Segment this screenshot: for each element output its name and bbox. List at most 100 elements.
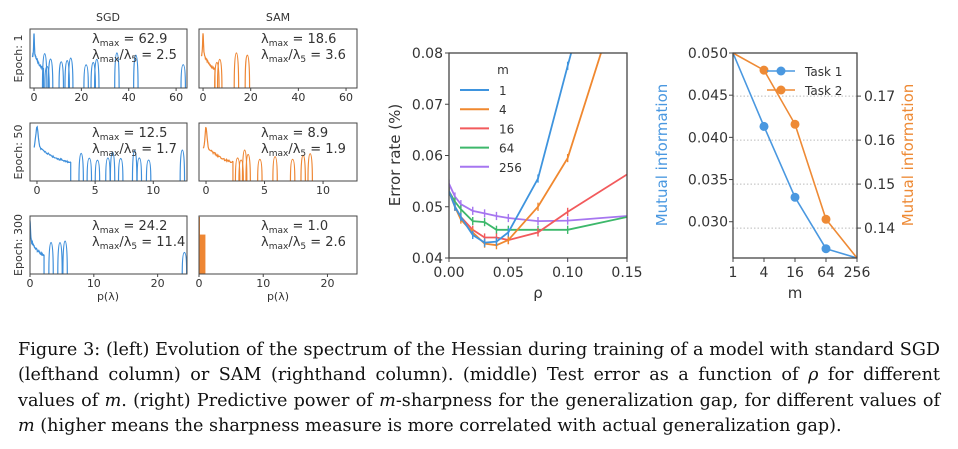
y-tick-label-right: 0.15: [864, 177, 895, 193]
caption-segment: -sharpness for the generalization gap, f…: [395, 390, 940, 411]
subplot-frame: [29, 28, 188, 89]
spectrum-outlier: [58, 61, 65, 89]
spectrum-outlier: [131, 150, 138, 182]
series-line-m256: [449, 183, 627, 223]
spectrum-outlier: [216, 58, 223, 89]
lambda-max-annotation: λmax = 8.9: [261, 126, 328, 143]
column-title-sgd: SGD: [96, 11, 120, 24]
spectrum-outlier: [93, 58, 100, 89]
lambda-ratio-annotation: λmax/λ5 = 2.6: [261, 235, 346, 252]
lambda-ratio-annotation: λmax/λ5 = 11.4: [92, 235, 185, 252]
caption-segment: ρ: [808, 365, 819, 386]
x-tick-label: 10: [146, 184, 160, 197]
spectrum-sgd-row3: [29, 220, 188, 275]
x-tick-label: 0.10: [552, 265, 583, 281]
legend-label-m256: 256: [499, 161, 522, 175]
lambda-ratio-annotation: λmax/λ5 = 1.9: [261, 142, 346, 159]
spectrum-outlier: [272, 156, 278, 182]
y-tick-label: 0.04: [412, 251, 443, 267]
subplot-frame: [198, 122, 358, 182]
figure-caption: Figure 3: (left) Evolution of the spectr…: [18, 338, 940, 439]
spectrum-outlier: [78, 152, 84, 182]
spectrum-outlier: [47, 58, 54, 89]
spectrum-outlier: [114, 52, 120, 89]
x-axis-label: ρ: [533, 284, 543, 302]
x-tick-label: 0: [200, 91, 207, 104]
x-tick-label: 1: [729, 265, 738, 281]
spectrum-outlier: [181, 251, 188, 275]
spectrum-outlier: [307, 153, 313, 182]
legend-label-m64: 64: [499, 142, 514, 156]
legend-label-m16: 16: [499, 122, 514, 136]
spectrum-outlier: [86, 157, 93, 182]
error-rate-plot: [449, 53, 627, 250]
x-tick-label: 5: [92, 184, 99, 197]
x-tick-label: 0: [196, 277, 203, 290]
caption-segment: . (right) Predictive power of: [121, 390, 380, 411]
x-tick-label: 0: [27, 277, 34, 290]
y-tick-label-right: 0.17: [864, 89, 895, 105]
x-tick-label: 0: [203, 184, 210, 197]
spectrum-outlier: [133, 54, 139, 89]
spectrum-bulk: [29, 220, 45, 274]
legend-title: m: [497, 63, 509, 77]
series-line-m1: [449, 53, 573, 244]
y-axis-label-left: Mutual information: [653, 84, 671, 227]
x-tick-label: 40: [122, 91, 136, 104]
y-axis-label-right: Mutual information: [899, 84, 917, 227]
row-label: Epoch: 50: [12, 125, 25, 180]
x-tick-label: 10: [87, 277, 101, 290]
y-tick-label: 0.08: [412, 46, 443, 62]
column-title-sam: SAM: [266, 11, 290, 24]
caption-segment: Figure 3: (left) Evolution of the spectr…: [18, 340, 940, 386]
caption-segment: (higher means the sharpness measure is m…: [34, 415, 842, 436]
subplot-frame: [29, 122, 188, 182]
spectrum-outlier: [179, 149, 186, 182]
x-tick-label: 20: [151, 277, 165, 290]
x-tick-label: 20: [74, 91, 88, 104]
lambda-max-annotation: λmax = 24.2: [92, 219, 167, 236]
spectrum-outlier: [83, 64, 89, 89]
spectrum-sgd-row1: [31, 33, 187, 89]
spectrum-outlier: [233, 52, 240, 89]
y-tick-label-right: 0.14: [864, 221, 895, 237]
x-tick-label: 0: [31, 91, 38, 104]
legend-label: Task 2: [804, 84, 842, 98]
subplot-frame: [198, 215, 358, 275]
data-point: [759, 65, 769, 75]
row-label: Epoch: 300: [12, 214, 25, 276]
x-tick-label: 40: [291, 91, 305, 104]
data-point: [790, 192, 800, 202]
spectrum-outlier: [94, 159, 101, 182]
x-tick-label: 4: [760, 265, 769, 281]
spectrum-outlier: [244, 54, 251, 89]
x-tick-label: 5: [261, 184, 268, 197]
caption-segment: m: [18, 415, 35, 436]
spectrum-outlier: [238, 159, 244, 182]
data-point: [821, 214, 831, 224]
y-axis-label: Error rate (%): [386, 104, 404, 207]
legend-label: Task 1: [804, 65, 842, 79]
spectrum-bulk: [199, 234, 206, 274]
caption-segment: m: [104, 390, 122, 411]
spectrum-sgd-row2: [33, 125, 186, 182]
y-tick-label-left: 0.050: [688, 46, 728, 62]
y-tick-label-right: 0.16: [864, 133, 895, 149]
x-tick-label: 16: [786, 265, 804, 281]
x-axis-label-sgd: p(λ): [97, 290, 119, 303]
spectrum-bulk: [31, 33, 45, 88]
subplot-frame: [29, 215, 188, 275]
y-tick-label-left: 0.045: [688, 88, 728, 104]
legend-label-m1: 1: [499, 84, 507, 98]
spectrum-outlier: [109, 151, 116, 182]
spectrum-outlier: [136, 157, 143, 182]
x-tick-label: 0.00: [433, 265, 464, 281]
spectrum-outlier: [41, 53, 48, 89]
spectrum-outlier: [57, 241, 63, 275]
legend-label-m4: 4: [499, 103, 507, 117]
x-tick-label: 20: [320, 277, 334, 290]
x-tick-label: 0.05: [493, 265, 524, 281]
y-tick-label: 0.06: [412, 149, 443, 165]
spectrum-outlier: [289, 158, 296, 182]
